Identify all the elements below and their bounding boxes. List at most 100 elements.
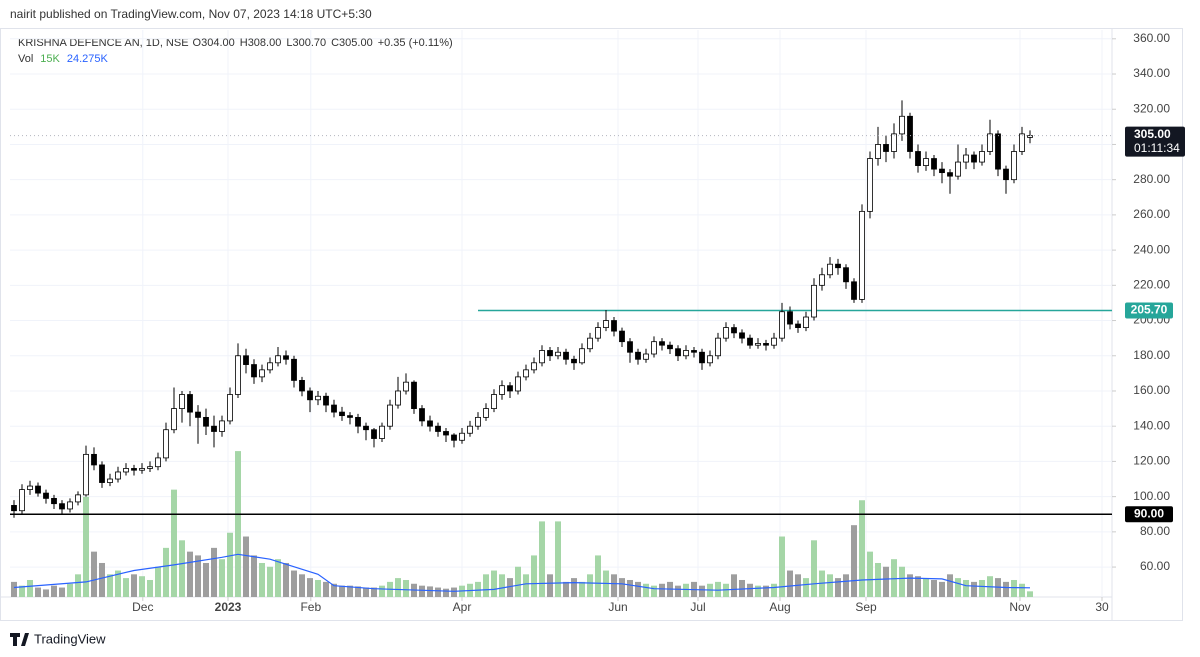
candle-body <box>243 355 249 365</box>
candle-body <box>843 267 849 283</box>
x-tick-label: Nov <box>1009 600 1030 614</box>
volume-bar <box>451 587 457 597</box>
volume-bar <box>339 585 345 597</box>
candle-body <box>531 362 537 371</box>
candle-body <box>691 350 697 353</box>
volume-pane <box>11 451 1033 597</box>
volume-bar <box>131 574 137 597</box>
candle-body <box>387 404 393 427</box>
candle-body <box>763 343 769 346</box>
volume-bar <box>635 581 641 597</box>
volume-bar <box>123 578 129 597</box>
candle-body <box>939 168 945 174</box>
ohlc-value: O304.00 <box>193 37 235 49</box>
volume-bar <box>771 583 777 597</box>
candle-body <box>523 369 529 378</box>
x-tick-label: Jul <box>690 600 705 614</box>
volume-bar <box>595 555 601 597</box>
x-tick-label: 2023 <box>215 600 242 614</box>
candle-body <box>91 453 97 466</box>
last-price-label: 305.00 <box>1134 127 1171 141</box>
volume-bar <box>219 559 225 597</box>
candle-body <box>227 394 233 422</box>
candle-body <box>347 415 353 418</box>
candle-body <box>411 381 417 409</box>
volume-bar <box>787 570 793 597</box>
volume-bar <box>859 500 865 597</box>
volume-bar <box>883 566 889 597</box>
volume-bar <box>827 574 833 597</box>
volume-bar <box>875 562 881 597</box>
candle-body <box>395 390 401 406</box>
candle-body <box>355 416 361 427</box>
volume-bar <box>483 574 489 597</box>
volume-bar <box>811 540 817 597</box>
volume-bar <box>851 525 857 597</box>
candle-body <box>19 489 25 512</box>
candle-body <box>811 284 817 318</box>
candle-body <box>979 151 985 163</box>
candle-body <box>43 492 49 499</box>
volume-bar <box>27 579 33 597</box>
y-tick-label: 260.00 <box>1133 207 1170 221</box>
candle-body <box>619 330 625 343</box>
volume-bar <box>195 555 201 597</box>
volume-bar <box>683 583 689 597</box>
y-tick-label: 100.00 <box>1133 489 1170 503</box>
candle-body <box>883 144 889 152</box>
volume-bar <box>419 585 425 597</box>
candle-body <box>659 341 665 346</box>
logo-mark <box>10 633 29 646</box>
volume-bar <box>147 579 153 597</box>
volume-bar <box>179 540 185 597</box>
candle-body <box>827 263 833 276</box>
ohlc-value: L300.70 <box>286 37 326 49</box>
candle-body <box>635 351 641 360</box>
candle-body <box>483 408 489 418</box>
candle-body <box>803 316 809 328</box>
volume-bar <box>491 570 497 597</box>
volume-bar <box>675 585 681 597</box>
y-tick-label: 60.00 <box>1140 559 1170 573</box>
volume-bar <box>379 585 385 597</box>
volume-bar <box>395 578 401 597</box>
volume-bar <box>955 578 961 597</box>
candle-body <box>251 364 257 378</box>
candle-body <box>891 133 897 152</box>
candle-body <box>875 144 881 159</box>
candle-body <box>299 380 305 392</box>
volume-bar <box>227 532 233 597</box>
volume-bar <box>659 583 665 597</box>
candle-body <box>899 115 905 135</box>
volume-bar <box>803 578 809 597</box>
candle-body <box>667 344 673 350</box>
y-tick-label: 220.00 <box>1133 277 1170 291</box>
candle-body <box>571 358 577 364</box>
y-tick-label: 160.00 <box>1133 383 1170 397</box>
candle-body <box>651 341 657 355</box>
volume-bar <box>51 585 57 597</box>
candle-body <box>163 429 169 459</box>
candle-body <box>715 337 721 357</box>
volume-bar <box>139 576 145 597</box>
volume-bar <box>435 587 441 597</box>
x-tick-label: 30 <box>1095 600 1109 614</box>
candle-body <box>955 161 961 177</box>
candle-body <box>155 457 161 468</box>
publish-header: nairit published on TradingView.com, Nov… <box>10 7 372 21</box>
volume-bar <box>427 586 433 597</box>
volume-ma-line <box>13 553 1031 592</box>
candle-body <box>579 348 585 364</box>
volume-bar <box>971 581 977 597</box>
volume-bar <box>923 578 929 597</box>
candle-body <box>963 154 969 163</box>
volume-bar <box>1011 579 1017 597</box>
candle-body <box>211 425 217 432</box>
volume-bar <box>611 574 617 597</box>
x-tick-label: Feb <box>300 600 321 614</box>
candle-body <box>563 351 569 360</box>
y-tick-label: 240.00 <box>1133 242 1170 256</box>
candle-body <box>723 327 729 339</box>
volume-bar <box>19 585 25 597</box>
volume-bar <box>939 581 945 597</box>
